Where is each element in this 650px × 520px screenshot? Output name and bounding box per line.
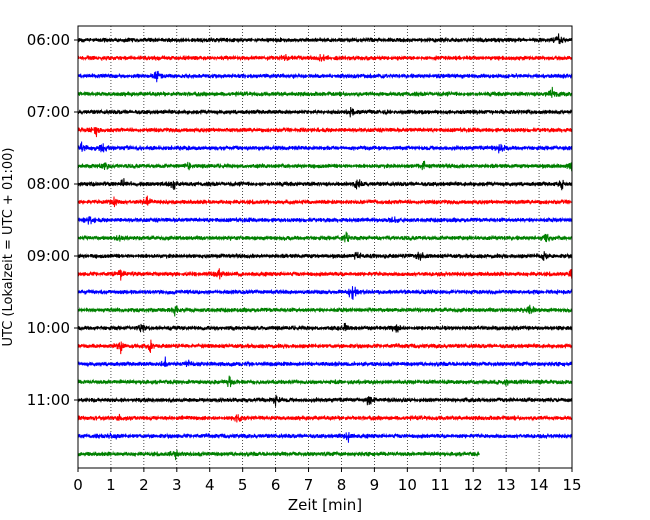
x-tick-label: 5 — [238, 476, 248, 494]
trace-1015 — [77, 339, 573, 355]
trace-0945 — [77, 304, 573, 317]
trace-0900 — [77, 251, 573, 261]
x-tick-label: 12 — [464, 476, 483, 494]
y-axis-ticks: 06:00 07:00 08:00 09:00 10:00 11:00 — [27, 31, 78, 409]
x-tick-label: 6 — [271, 476, 281, 494]
trace-0730 — [77, 141, 573, 154]
plot-frame — [77, 25, 573, 469]
x-axis-ticks: 0 1 2 3 4 5 6 7 8 9 10 11 12 13 14 15 — [73, 468, 582, 494]
x-tick-label: 1 — [106, 476, 116, 494]
y-tick-label: 07:00 — [27, 103, 70, 121]
trace-1000 — [77, 322, 573, 333]
x-tick-label: 3 — [172, 476, 182, 494]
x-tick-label: 15 — [562, 476, 581, 494]
x-axis-label: Zeit [min] — [288, 496, 362, 514]
x-tick-label: 2 — [139, 476, 149, 494]
trace-0930 — [77, 286, 573, 300]
trace-1100 — [77, 394, 573, 407]
trace-0700 — [77, 107, 573, 118]
trace-1030 — [77, 356, 573, 368]
x-tick-label: 7 — [304, 476, 314, 494]
y-tick-label: 10:00 — [27, 319, 70, 337]
trace-0815 — [77, 195, 573, 208]
trace-0715 — [77, 126, 573, 138]
trace-1115 — [77, 413, 573, 423]
seismic-traces — [77, 33, 573, 461]
x-tick-label: 4 — [205, 476, 215, 494]
trace-0630 — [77, 70, 573, 83]
y-axis-label: UTC (Lokalzeit = UTC + 01:00) — [1, 148, 16, 347]
trace-0600 — [77, 33, 573, 45]
trace-0615 — [77, 53, 573, 62]
y-tick-label: 11:00 — [27, 391, 70, 409]
trace-0830 — [77, 216, 573, 225]
x-tick-label: 8 — [337, 476, 347, 494]
trace-0745 — [77, 160, 573, 172]
trace-0845 — [77, 231, 573, 243]
trace-0915 — [77, 268, 573, 281]
x-tick-label: 9 — [370, 476, 380, 494]
y-tick-label: 08:00 — [27, 175, 70, 193]
x-tick-label: 0 — [73, 476, 83, 494]
trace-0800 — [77, 178, 573, 191]
y-tick-label: 09:00 — [27, 247, 70, 265]
x-tick-label: 13 — [497, 476, 516, 494]
trace-1145 — [77, 449, 480, 461]
y-tick-label: 06:00 — [27, 31, 70, 49]
x-tick-label: 11 — [431, 476, 450, 494]
x-tick-label: 10 — [398, 476, 417, 494]
trace-1045 — [77, 375, 573, 388]
trace-0645 — [77, 86, 573, 98]
trace-1130 — [77, 432, 573, 443]
x-tick-label: 14 — [530, 476, 549, 494]
